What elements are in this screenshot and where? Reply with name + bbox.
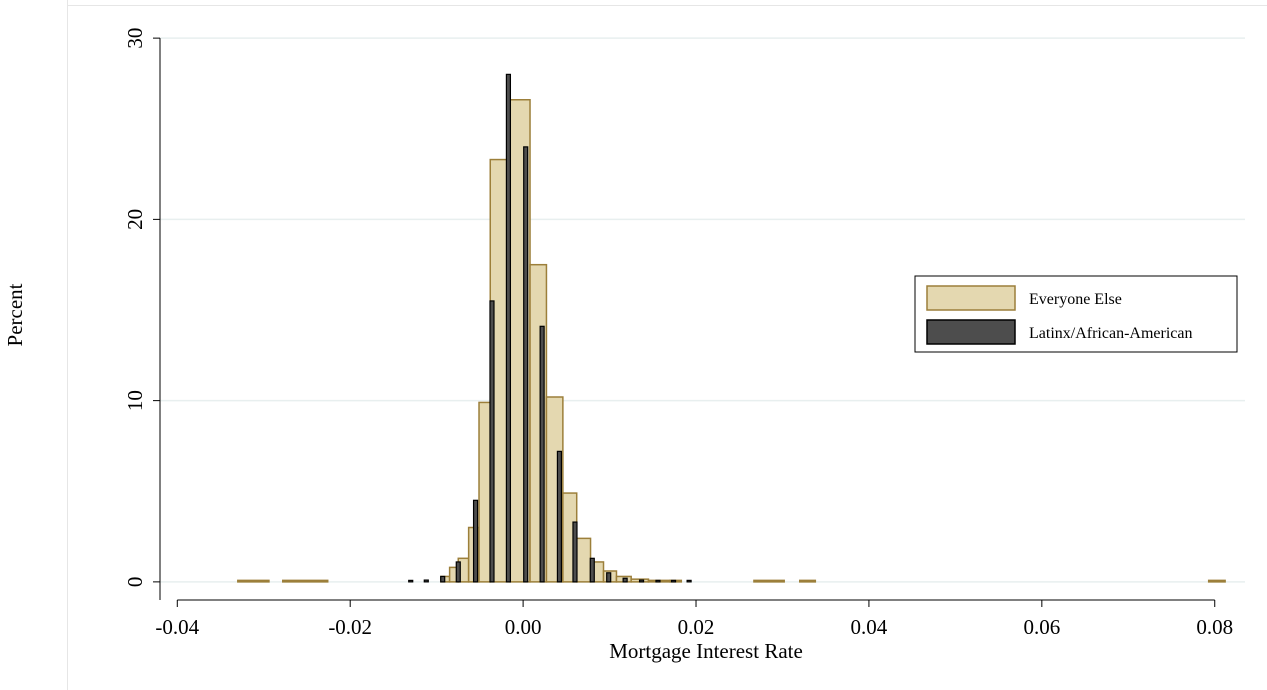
legend-label-everyone-else: Everyone Else xyxy=(1029,291,1122,308)
bar-everyone-else xyxy=(753,579,785,583)
bar-latinx-african-american xyxy=(505,73,512,583)
bar-latinx-african-american xyxy=(556,450,563,583)
bar-everyone-else xyxy=(478,401,492,583)
bar-latinx-african-american xyxy=(670,579,677,583)
bar-latinx-african-american xyxy=(489,300,495,583)
bar-latinx-african-american xyxy=(423,579,429,583)
bar-everyone-else xyxy=(237,579,270,583)
y-tick-label: 0 xyxy=(123,577,147,588)
bar-latinx-african-american xyxy=(606,572,612,583)
bar-latinx-african-american xyxy=(440,575,446,583)
bar-everyone-else xyxy=(799,579,817,583)
x-tick-label: 0.00 xyxy=(505,615,542,639)
bar-latinx-african-american xyxy=(686,579,692,583)
bar-latinx-african-american xyxy=(523,146,529,583)
y-tick-label: 20 xyxy=(123,209,147,230)
gridlines xyxy=(160,37,1245,583)
bar-latinx-african-american xyxy=(655,579,661,583)
x-axis-title: Mortgage Interest Rate xyxy=(609,639,803,663)
bar-latinx-african-american xyxy=(539,325,545,583)
y-axis-title: Percent xyxy=(3,283,27,346)
x-tick-label: 0.06 xyxy=(1023,615,1060,639)
legend: Everyone Else Latinx/African-American xyxy=(914,275,1238,353)
y-tick-label: 10 xyxy=(123,390,147,411)
x-tick-label: 0.08 xyxy=(1196,615,1233,639)
y-axis-ticks: 0 10 20 30 xyxy=(123,28,160,588)
x-tick-label: 0.04 xyxy=(851,615,888,639)
bar-latinx-african-american xyxy=(622,577,628,583)
bar-latinx-african-american xyxy=(472,499,479,583)
legend-label-latinx-african-american: Latinx/African-American xyxy=(1029,325,1192,342)
x-tick-label: -0.04 xyxy=(155,615,199,639)
x-tick-label: -0.02 xyxy=(328,615,372,639)
series-latinx-african-american xyxy=(408,73,692,583)
bar-latinx-african-american xyxy=(589,557,595,583)
legend-swatch-latinx-african-american xyxy=(926,319,1016,345)
y-tick-label: 30 xyxy=(123,28,147,49)
legend-swatch-everyone-else xyxy=(926,285,1016,311)
bar-latinx-african-american xyxy=(572,521,578,583)
bar-latinx-african-american xyxy=(408,579,414,583)
bar-everyone-else xyxy=(1207,579,1226,583)
bar-latinx-african-american xyxy=(455,561,461,583)
x-axis-ticks: -0.04 -0.02 0.00 0.02 0.04 0.06 0.08 xyxy=(155,600,1233,639)
bar-everyone-else xyxy=(282,579,329,583)
bar-everyone-else xyxy=(575,537,592,583)
bar-latinx-african-american xyxy=(638,579,645,583)
x-tick-label: 0.02 xyxy=(678,615,715,639)
